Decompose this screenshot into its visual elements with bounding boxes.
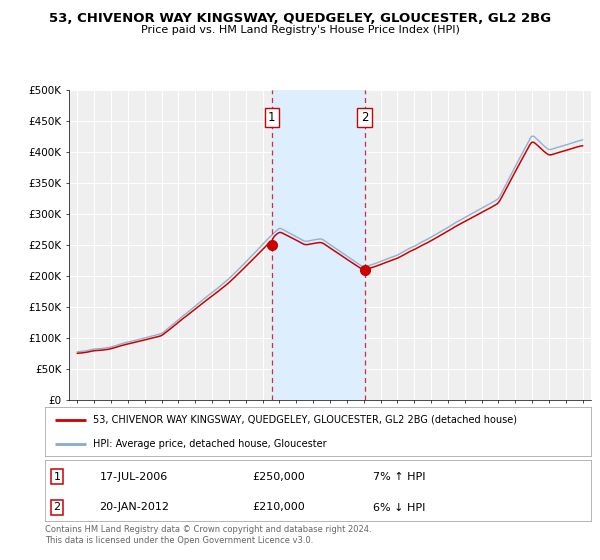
Text: 1: 1	[268, 111, 275, 124]
Text: Price paid vs. HM Land Registry's House Price Index (HPI): Price paid vs. HM Land Registry's House …	[140, 25, 460, 35]
Text: £250,000: £250,000	[253, 472, 305, 482]
Text: 20-JAN-2012: 20-JAN-2012	[100, 502, 170, 512]
Bar	[272, 90, 365, 400]
Text: 6% ↓ HPI: 6% ↓ HPI	[373, 502, 425, 512]
Text: 17-JUL-2006: 17-JUL-2006	[100, 472, 168, 482]
Text: 2: 2	[361, 111, 368, 124]
Text: £210,000: £210,000	[253, 502, 305, 512]
Text: 53, CHIVENOR WAY KINGSWAY, QUEDGELEY, GLOUCESTER, GL2 2BG (detached house): 53, CHIVENOR WAY KINGSWAY, QUEDGELEY, GL…	[93, 415, 517, 425]
Text: 2: 2	[53, 502, 61, 512]
Text: 7% ↑ HPI: 7% ↑ HPI	[373, 472, 425, 482]
Text: Contains HM Land Registry data © Crown copyright and database right 2024.
This d: Contains HM Land Registry data © Crown c…	[45, 525, 371, 545]
Text: 1: 1	[53, 472, 61, 482]
Text: HPI: Average price, detached house, Gloucester: HPI: Average price, detached house, Glou…	[93, 438, 326, 449]
Text: 53, CHIVENOR WAY KINGSWAY, QUEDGELEY, GLOUCESTER, GL2 2BG: 53, CHIVENOR WAY KINGSWAY, QUEDGELEY, GL…	[49, 12, 551, 25]
